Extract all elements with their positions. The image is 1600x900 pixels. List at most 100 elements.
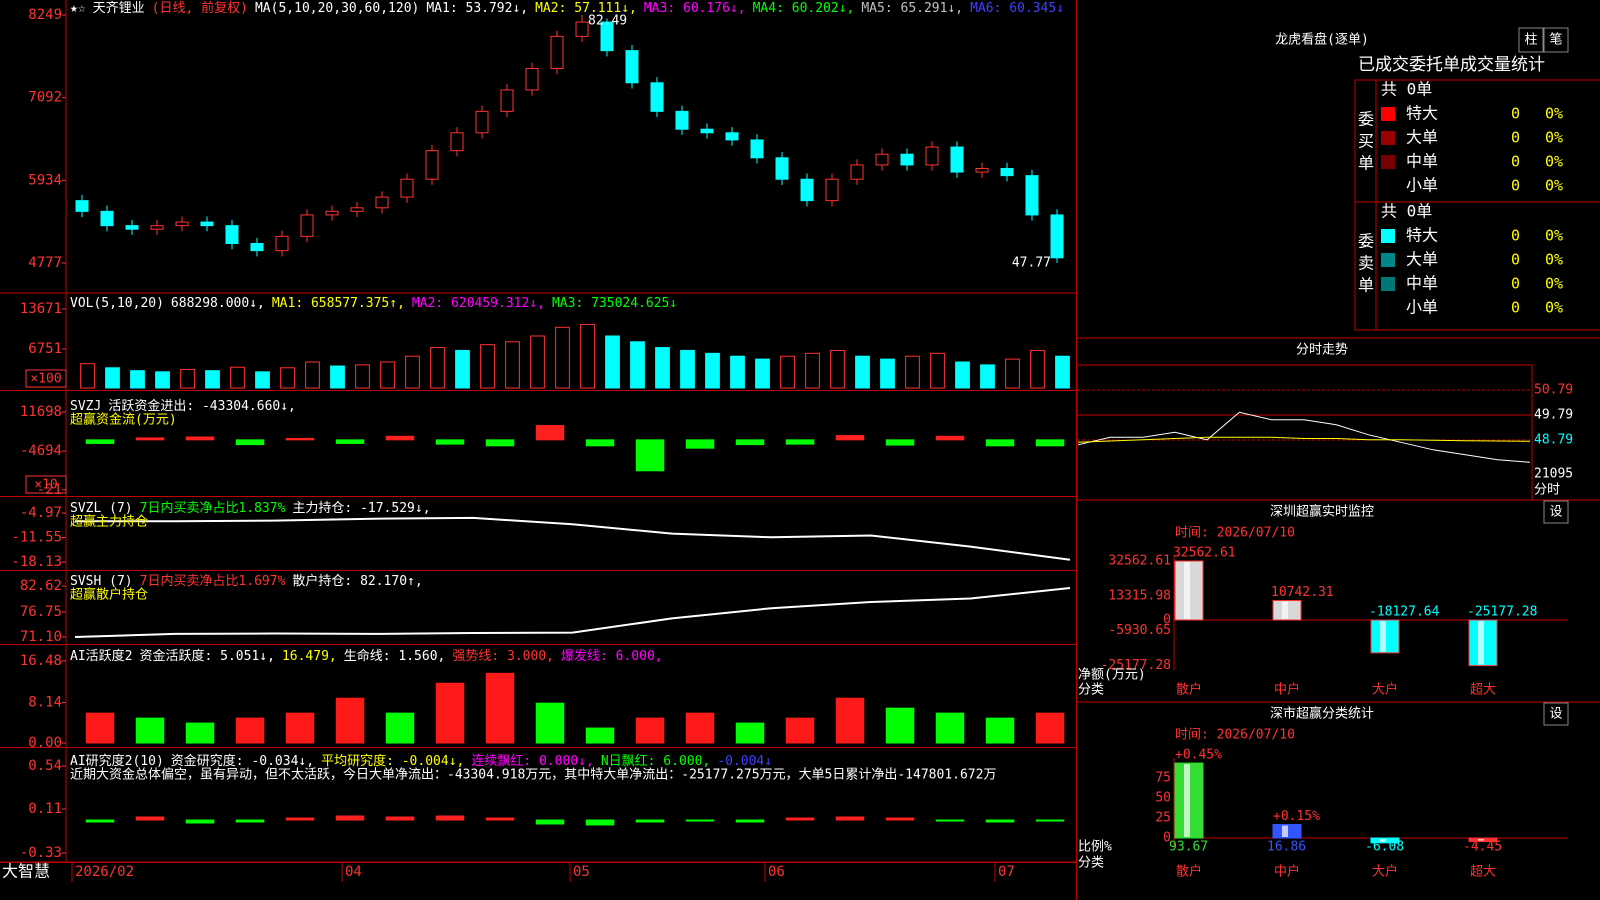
bar [380,361,395,389]
header-item: MA3: 735024.625↓ [552,296,677,311]
axis-label: 比例% [1078,840,1112,855]
y-tick-label: 7092 [28,90,62,106]
value-label: 10742.31 [1271,585,1334,600]
legend-swatch [1381,277,1395,291]
bar [880,358,895,389]
bar [1055,355,1070,389]
row-name: 特大 [1406,226,1438,245]
bar [355,364,370,389]
y-tick-label: 25 [1155,811,1171,826]
legend-swatch [1381,253,1395,267]
bar [1035,819,1065,822]
header-item: AI活跃度2 [70,648,132,664]
candle-body [700,128,714,134]
header-item: 强势线: 3.000, [452,648,554,664]
row-count: 0 [1511,251,1520,269]
row-pct: 0% [1545,299,1563,317]
bar [930,352,945,389]
candle-body [750,139,764,159]
bar-shine [1282,825,1288,837]
legend-swatch [1381,155,1395,169]
y-tick-label: 11698 [20,404,62,420]
candle-body [800,178,814,202]
row-pct: 0% [1545,153,1563,171]
button[interactable]: 设 [1549,505,1562,520]
bar [235,439,265,446]
bar-shine [1478,839,1484,841]
stats-title: 已成交委托单成交量统计 [1358,55,1545,75]
bar [980,364,995,389]
header-item: MA3: 60.176↓, [644,1,746,16]
button[interactable]: 笔 [1549,32,1562,48]
y-tick-label: 5934 [28,172,62,188]
candle-body [775,157,789,180]
header-item: -0.004↓ [717,754,772,769]
candle-body [1050,214,1064,259]
y-tick-label: 32562.61 [1108,553,1171,568]
candle-body [600,21,614,52]
group-label: 单 [1358,154,1374,173]
row-name: 小单 [1406,298,1438,317]
intraday-line [1077,411,1531,463]
candle-body [850,164,864,180]
y-tick-label: 16.48 [20,653,62,669]
bar [180,369,195,389]
candle-body [350,207,364,212]
row-count: 0 [1511,177,1520,195]
header-item: 爆发线: 6.000, [561,648,663,664]
group-total: 共 0单 [1381,80,1432,99]
bar [535,819,565,825]
panel-subtitle: 超赢主力持仓 [70,514,148,530]
value-label: -6.08 [1365,840,1404,855]
row-pct: 0% [1545,227,1563,245]
button[interactable]: 柱 [1524,33,1537,48]
bar [785,717,815,744]
bar [985,439,1015,447]
button-frame [1518,27,1544,53]
bar [305,361,320,389]
date-label: 04 [345,864,362,880]
bar [680,349,695,389]
bar [80,363,95,389]
header-item: (日线, 前复权) [152,0,248,16]
candle-body [150,225,164,230]
bar [385,816,415,821]
monitor-time: 时间: 2026/07/10 [1175,526,1295,541]
category-label: 超大 [1470,865,1496,880]
bar [185,819,215,824]
category-label: 中户 [1274,682,1300,698]
candle-body [900,153,914,166]
axis-label: 分类 [1078,683,1104,698]
header-item: 资金研究度: -0.034↓, [171,753,314,769]
group-label: 卖 [1358,254,1374,273]
category-label: 大户 [1372,864,1398,880]
bar [255,371,270,389]
bar [955,361,970,389]
y-tick-label: -4694 [20,443,62,459]
bar [455,349,470,389]
bar [535,702,565,744]
value-label: 93.67 [1169,840,1208,855]
bar [885,439,915,446]
candle-body [675,110,689,130]
y-tick-label: 0.00 [28,735,62,751]
button[interactable]: 设 [1549,707,1562,722]
bar [280,367,295,389]
bar [685,712,715,744]
row-name: 中单 [1406,152,1438,171]
header-item: 平均研究度: -0.004↓, [321,753,464,769]
value-label: -18127.64 [1369,605,1440,620]
header-item: 16.479, [282,649,337,664]
group-label: 委 [1358,110,1374,129]
group-total: 共 0单 [1381,202,1432,221]
bar [780,355,795,389]
header-item: 资金活跃度: 5.051↓, [139,648,274,664]
panel-subtitle: 超赢散户持仓 [70,587,148,603]
panel-header: SVZL (7) 7日内买卖净占比1.837% 主力持仓: -17.529↓, [70,500,431,516]
candle-body [625,50,639,84]
candle-body [1025,175,1039,216]
date-label: 2026/02 [75,864,134,880]
change-label: +0.15% [1273,809,1320,824]
panel-header: VOL(5,10,20) 688298.000↓, MA1: 658577.375↑… [70,296,677,311]
candle-body [75,200,89,212]
